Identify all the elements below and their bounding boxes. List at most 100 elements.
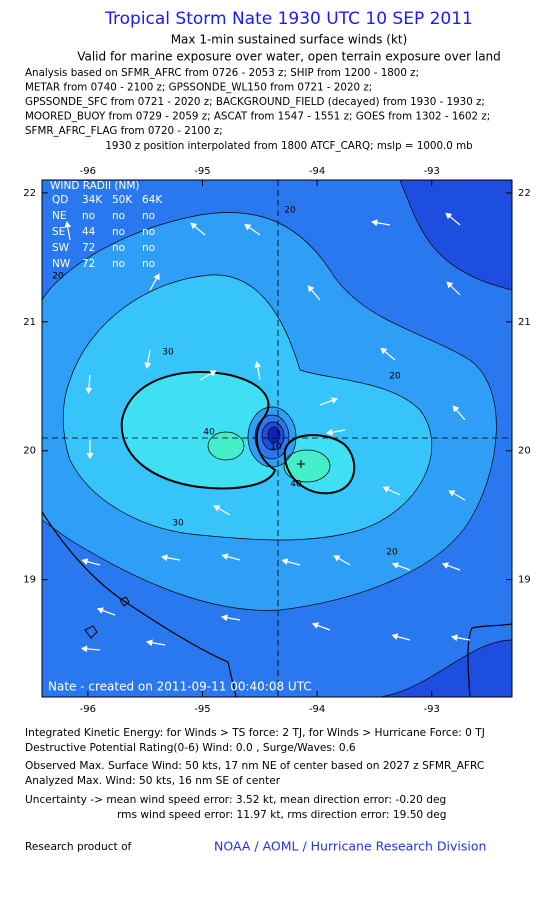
research-label: Research product of [25, 841, 132, 853]
radii-cell: no [142, 242, 155, 254]
wind-vector-head [391, 633, 399, 640]
x-tick-label: -93 [424, 166, 440, 177]
footer-line: Analyzed Max. Wind: 50 kts, 16 nm SE of … [25, 775, 281, 787]
wind-vector-head [451, 634, 458, 642]
contour-label: 40 [203, 428, 215, 438]
radii-cell: no [142, 226, 155, 238]
wind-vector-head [382, 486, 390, 493]
x-tick-label: -96 [80, 704, 96, 715]
contour-label: 30 [162, 348, 174, 358]
wind-vector-head [146, 639, 153, 647]
plot-frame [41, 179, 513, 698]
y-tick-label: 20 [518, 446, 531, 457]
wind-vector-head [190, 222, 198, 230]
wind-vector-head [281, 558, 289, 565]
wind-vector-head [221, 614, 228, 622]
radii-cell: SW [52, 242, 70, 254]
wind-vector-head [209, 370, 217, 377]
wind-field: 20 20 20 30 30 40 40 10 20 [42, 180, 512, 697]
footer-line: Destructive Potential Rating(0-6) Wind: … [25, 742, 356, 754]
radii-cell: 72 [82, 242, 95, 254]
credit: Nate - created on 2011-09-11 00:40:08 UT… [48, 680, 312, 694]
radii-cell: 64K [142, 194, 163, 206]
title: Tropical Storm Nate 1930 UTC 10 SEP 2011 [104, 9, 473, 29]
radii-title: WIND RADII (NM) [50, 180, 140, 192]
wind-vector-head [81, 558, 89, 565]
contour-label: 20 [284, 206, 296, 216]
wind-vector-head [331, 397, 339, 404]
wind-vector-head [80, 645, 88, 653]
radii-cell: 44 [82, 226, 96, 238]
wind-vector-head [311, 622, 319, 629]
radii-cell: NE [52, 210, 67, 222]
footer-line: Integrated Kinetic Energy: for Winds > T… [25, 727, 485, 739]
radii-cell: no [112, 210, 125, 222]
wind-vector-head [64, 221, 72, 228]
contour-label: 20 [386, 548, 398, 558]
y-tick-label: 22 [23, 188, 36, 199]
x-tick-label: -96 [80, 166, 96, 177]
radii-cell: SE [52, 226, 65, 238]
x-tick-label: -93 [424, 704, 440, 715]
radii-cell: no [112, 242, 125, 254]
wind-vector-head [452, 405, 460, 413]
wind-vector-head [161, 554, 168, 562]
wind-vector-head [391, 562, 399, 569]
radii-cell: 72 [82, 258, 95, 270]
analysis-line: METAR from 0740 - 2100 z; GPSSONDE_WL150… [25, 82, 372, 94]
footer-line: Observed Max. Surface Wind: 50 kts, 17 n… [25, 760, 484, 772]
wind-vector-head [244, 223, 252, 231]
radii-cell: no [112, 258, 125, 270]
wind-vector-head [144, 362, 152, 369]
wind-vector-head [380, 347, 388, 355]
contour-label: 20 [52, 272, 64, 282]
contour-label: 10 [270, 443, 282, 453]
wind-vector-head [333, 555, 341, 562]
wind-vector-head [221, 553, 229, 560]
wind-vector-head [254, 361, 262, 368]
wind-vector-head [326, 428, 333, 436]
wind-vector-head [307, 285, 315, 293]
wind-vector-head [96, 607, 104, 614]
subtitle: Valid for marine exposure over water, op… [77, 50, 501, 64]
y-tick-label: 22 [518, 188, 531, 199]
x-tick-label: -94 [309, 166, 325, 177]
radii-cell: no [142, 210, 155, 222]
footer-line: Uncertainty -> mean wind speed error: 3.… [25, 794, 446, 806]
wind-vector-head [445, 212, 453, 220]
wind-vector-head [448, 490, 456, 497]
radii-cell: 34K [82, 194, 103, 206]
y-tick-label: 19 [518, 575, 531, 586]
radii-cell: no [112, 226, 125, 238]
radii-cell: 50K [112, 194, 133, 206]
radii-cell: NW [52, 258, 71, 270]
contour-label: 20 [389, 372, 401, 382]
research-org-link[interactable]: NOAA / AOML / Hurricane Research Divisio… [214, 839, 486, 854]
subtitle: Max 1-min sustained surface winds (kt) [171, 33, 408, 47]
y-tick-label: 21 [518, 317, 531, 328]
contour-label: 40 [290, 480, 302, 490]
position-note: 1930 z position interpolated from 1800 A… [105, 140, 472, 152]
contour-label: 30 [172, 519, 184, 529]
wind-vector-head [153, 273, 160, 281]
analysis-line: MOORED_BUOY from 0729 - 2059 z; ASCAT fr… [25, 111, 490, 123]
radii-cell: no [82, 210, 95, 222]
footer-line: rms wind speed error: 11.97 kt, rms dire… [117, 809, 447, 821]
wind-vector-head [86, 453, 94, 460]
x-tick-label: -94 [309, 704, 325, 715]
radii-cell: QD [52, 194, 68, 206]
x-tick-label: -95 [194, 166, 210, 177]
analysis-line: Analysis based on SFMR_AFRC from 0726 - … [25, 67, 419, 79]
wind-vector-head [85, 387, 93, 395]
wind-vector-head [213, 505, 221, 512]
y-tick-label: 20 [23, 446, 36, 457]
y-tick-label: 19 [23, 575, 36, 586]
radii-cell: no [142, 258, 155, 270]
y-tick-label: 21 [23, 317, 36, 328]
wind-vector-head [446, 281, 454, 289]
analysis-line: SFMR_AFRC_FLAG from 0720 - 2100 z; [25, 125, 223, 137]
wind-vector-head [371, 219, 378, 227]
wind-vector-head [441, 562, 449, 569]
analysis-line: GPSSONDE_SFC from 0721 - 2020 z; BACKGRO… [25, 96, 485, 108]
